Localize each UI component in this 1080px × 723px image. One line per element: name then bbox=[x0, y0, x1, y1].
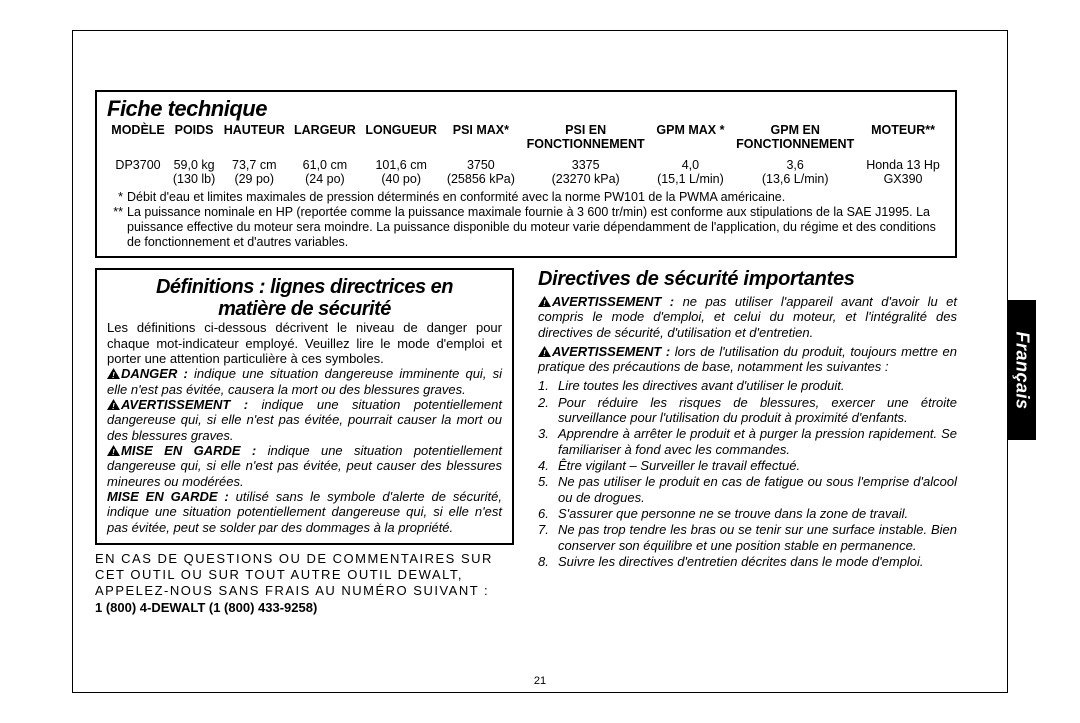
col-poids: POIDS bbox=[169, 124, 219, 158]
col-largeur: LARGEUR bbox=[289, 124, 360, 158]
svg-text:!: ! bbox=[543, 349, 546, 357]
col-psimax: PSI MAX* bbox=[442, 124, 520, 158]
contact-block: EN CAS DE QUESTIONS OU DE COMMENTAIRES S… bbox=[95, 551, 514, 616]
table-row: DP3700 59,0 kg 73,7 cm 61,0 cm 101,6 cm … bbox=[107, 158, 945, 172]
col-psifonc: PSI ENFONCTIONNEMENT bbox=[520, 124, 652, 158]
col-modele: MODÈLE bbox=[107, 124, 169, 158]
def-avertissement: !AVERTISSEMENT : indique une situation p… bbox=[107, 397, 502, 443]
warning-triangle-icon: ! bbox=[107, 399, 120, 410]
contact-phone: 1 (800) 4-DEWALT (1 (800) 433-9258) bbox=[95, 600, 514, 616]
page-number: 21 bbox=[0, 675, 1080, 687]
warning-triangle-icon: ! bbox=[107, 445, 120, 456]
spec-title: Fiche technique bbox=[107, 96, 945, 122]
directives-list: 1.Lire toutes les directives avant d'uti… bbox=[538, 378, 957, 569]
spec-box: Fiche technique MODÈLE POIDS HAUTEUR LAR… bbox=[95, 90, 957, 258]
svg-text:!: ! bbox=[543, 299, 546, 307]
contact-line-3: APPELEZ-NOUS SANS FRAIS AU NUMÉRO SUIVAN… bbox=[95, 583, 514, 599]
left-column: Définitions : lignes directrices en mati… bbox=[95, 268, 514, 616]
col-gpmfonc: GPM ENFONCTIONNEMENT bbox=[729, 124, 861, 158]
directives-title: Directives de sécurité importantes bbox=[538, 268, 957, 292]
list-item: 7.Ne pas trop tendre les bras ou se teni… bbox=[538, 522, 957, 553]
contact-line-1: EN CAS DE QUESTIONS OU DE COMMENTAIRES S… bbox=[95, 551, 514, 567]
language-tab-label: Français bbox=[1012, 331, 1033, 409]
two-column-area: Définitions : lignes directrices en mati… bbox=[95, 268, 957, 616]
page: Français Fiche technique MODÈLE POIDS HA… bbox=[0, 0, 1080, 723]
col-gpmmax: GPM MAX * bbox=[652, 124, 730, 158]
col-hauteur: HAUTEUR bbox=[219, 124, 289, 158]
list-item: 3.Apprendre à arrêter le produit et à pu… bbox=[538, 426, 957, 457]
spec-table: MODÈLE POIDS HAUTEUR LARGEUR LONGUEUR PS… bbox=[107, 124, 945, 186]
directives-avert-1: !AVERTISSEMENT : ne pas utiliser l'appar… bbox=[538, 294, 957, 340]
language-tab: Français bbox=[1008, 300, 1036, 440]
contact-line-2: CET OUTIL OU SUR TOUT AUTRE OUTIL DEWALT… bbox=[95, 567, 514, 583]
warning-triangle-icon: ! bbox=[107, 368, 120, 379]
spec-note-2: La puissance nominale en HP (reportée co… bbox=[127, 205, 945, 250]
list-item: 1.Lire toutes les directives avant d'uti… bbox=[538, 378, 957, 393]
spec-notes: *Débit d'eau et limites maximales de pre… bbox=[107, 190, 945, 250]
spec-note-1: Débit d'eau et limites maximales de pres… bbox=[127, 190, 785, 205]
svg-text:!: ! bbox=[112, 448, 115, 456]
warning-triangle-icon: ! bbox=[538, 346, 551, 357]
list-item: 5.Ne pas utiliser le produit en cas de f… bbox=[538, 474, 957, 505]
col-moteur: MOTEUR** bbox=[861, 124, 945, 158]
safety-intro: Les définitions ci-dessous décrivent le … bbox=[107, 320, 502, 366]
svg-text:!: ! bbox=[112, 402, 115, 410]
table-row: (130 lb) (29 po) (24 po) (40 po) (25856 … bbox=[107, 172, 945, 186]
table-header-row: MODÈLE POIDS HAUTEUR LARGEUR LONGUEUR PS… bbox=[107, 124, 945, 158]
def-mise-en-garde: !MISE EN GARDE : indique une situation p… bbox=[107, 443, 502, 489]
safety-title: Définitions : lignes directrices en mati… bbox=[107, 276, 502, 320]
list-item: 4.Être vigilant – Surveiller le travail … bbox=[538, 458, 957, 473]
right-column: Directives de sécurité importantes !AVER… bbox=[538, 268, 957, 616]
warning-triangle-icon: ! bbox=[538, 296, 551, 307]
svg-text:!: ! bbox=[112, 371, 115, 379]
col-longueur: LONGUEUR bbox=[360, 124, 442, 158]
def-danger: !DANGER : indique une situation dangereu… bbox=[107, 366, 502, 397]
content-area: Fiche technique MODÈLE POIDS HAUTEUR LAR… bbox=[95, 90, 957, 616]
list-item: 2.Pour réduire les risques de blessures,… bbox=[538, 395, 957, 426]
list-item: 8.Suivre les directives d'entretien décr… bbox=[538, 554, 957, 569]
def-mise-en-garde-2: MISE EN GARDE : utilisé sans le symbole … bbox=[107, 489, 502, 535]
safety-definitions-box: Définitions : lignes directrices en mati… bbox=[95, 268, 514, 545]
list-item: 6.S'assurer que personne ne se trouve da… bbox=[538, 506, 957, 521]
directives-avert-2: !AVERTISSEMENT : lors de l'utilisation d… bbox=[538, 344, 957, 375]
